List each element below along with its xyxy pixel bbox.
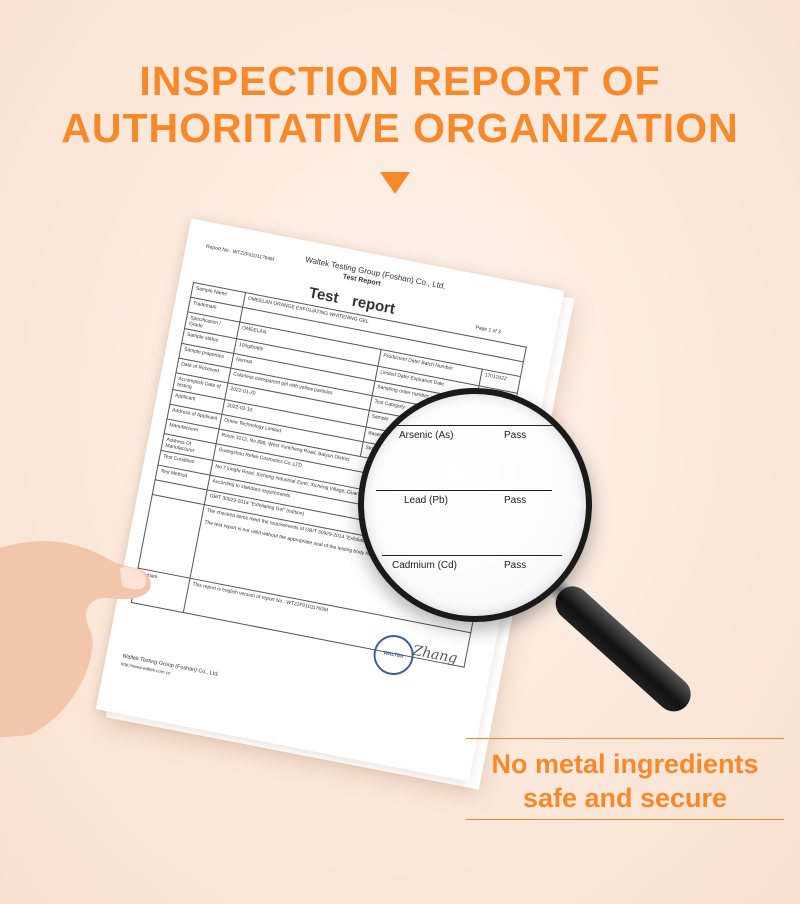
headline: INSPECTION REPORT OF AUTHORITATIVE ORGAN…: [0, 58, 800, 152]
stamp-text: WALTEK: [382, 650, 405, 660]
magnifying-glass-lens: Arsenic (As) Pass Lead (Pb) Pass Cadmium (…: [358, 388, 592, 622]
element-name: Arsenic (As): [399, 430, 454, 441]
headline-line-1: INSPECTION REPORT OF: [139, 58, 661, 104]
result-pass: Pass: [504, 560, 527, 571]
result-pass: Pass: [504, 430, 527, 441]
tagline-line-1: No metal ingredients: [491, 749, 759, 779]
element-name: Lead (Pb): [404, 495, 448, 506]
down-arrow-icon: [380, 172, 410, 194]
report-number: Report No.: WT22F01011764M: [205, 243, 275, 263]
tagline: No metal ingredients safe and secure: [466, 738, 784, 820]
headline-line-2: AUTHORITATIVE ORGANIZATION: [61, 105, 739, 151]
tagline-line-2: safe and secure: [522, 783, 728, 813]
report-page: Page 1 of 3: [474, 324, 502, 336]
result-pass: Pass: [504, 495, 527, 506]
element-name: Cadmium (Cd): [392, 560, 458, 571]
hand-image: [0, 541, 151, 738]
